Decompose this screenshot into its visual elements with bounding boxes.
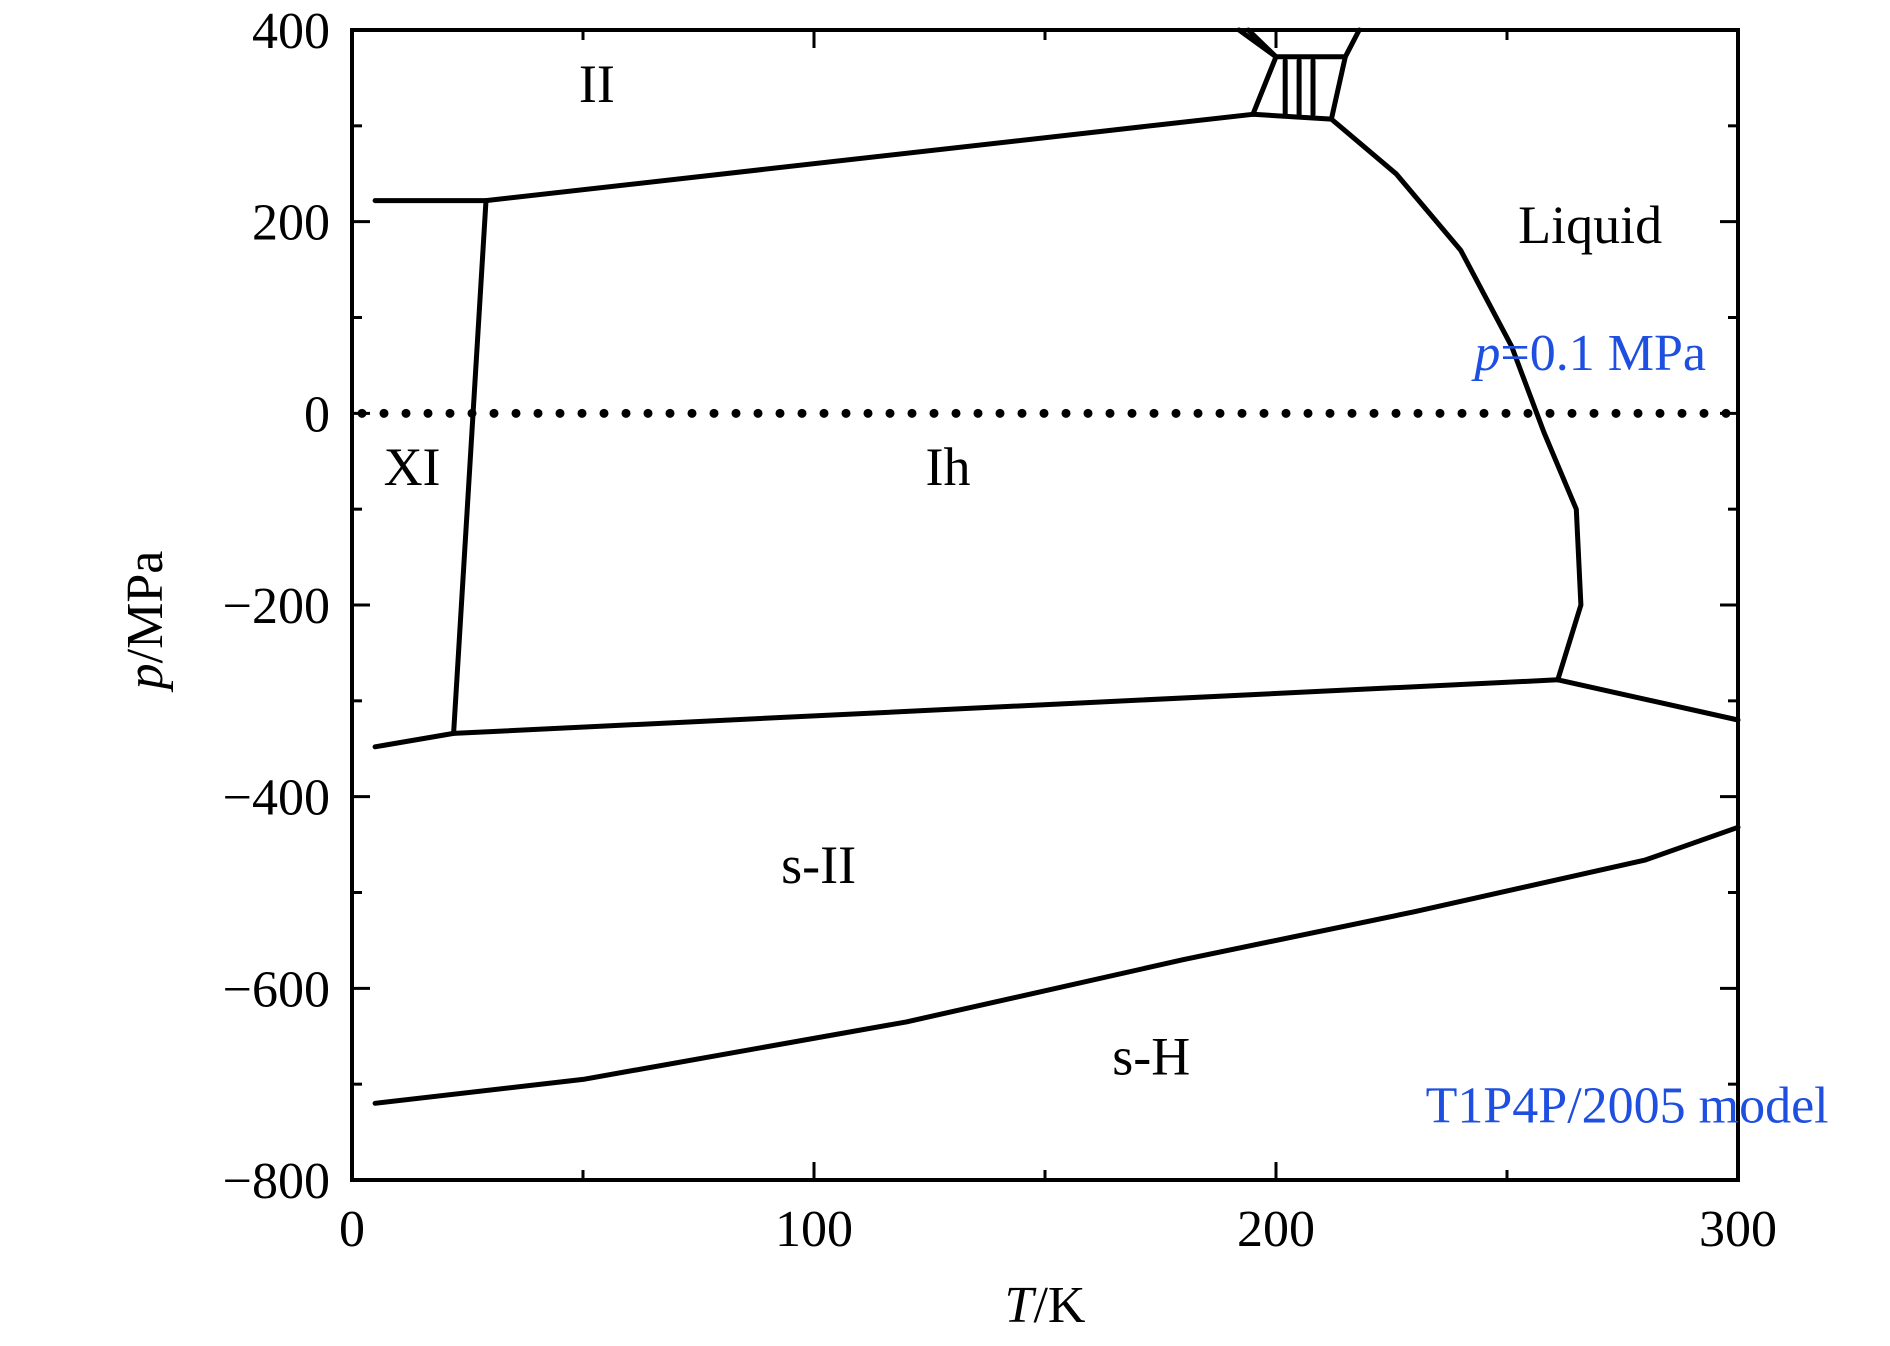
x-axis-title-rest: /K <box>1033 1277 1085 1334</box>
annotation: p=0.1 MPa <box>1470 325 1706 382</box>
y-tick-label: −800 <box>223 1153 330 1210</box>
x-tick-label: 100 <box>775 1201 853 1258</box>
y-tick-label: −600 <box>223 961 330 1018</box>
region-label: II <box>579 54 615 114</box>
y-tick-label: −200 <box>223 578 330 635</box>
phase-boundary-7 <box>1250 54 1348 122</box>
x-tick-label: 0 <box>339 1201 365 1258</box>
phase-boundary-5 <box>1555 677 1741 723</box>
y-tick-label: −400 <box>223 770 330 827</box>
phase-boundary-9 <box>1236 27 1279 60</box>
region-label: XI <box>384 437 441 497</box>
phase-boundary-2 <box>451 198 489 736</box>
x-axis-title-italic: T <box>1005 1277 1037 1334</box>
annotation: T1P4P/2005 model <box>1426 1078 1829 1135</box>
phase-boundaries <box>372 27 1741 1106</box>
y-tick-label: 200 <box>252 195 330 252</box>
phase-boundary-4 <box>1328 116 1584 683</box>
region-label: Liquid <box>1518 195 1662 255</box>
region-label: Ih <box>925 437 970 497</box>
x-tick-label: 200 <box>1237 1201 1315 1258</box>
x-tick-label: 300 <box>1699 1201 1777 1258</box>
y-tick-label: 0 <box>304 386 330 443</box>
y-axis-title-italic: p <box>117 663 174 693</box>
region-label: s-H <box>1112 1027 1190 1087</box>
phase-boundary-1 <box>483 111 1334 204</box>
labels-layer: II Liquid XI Ih s-II s-H p=0.1 MPa T1P4P/2005 m… <box>384 54 1829 1135</box>
phase-boundary-3 <box>372 677 1561 750</box>
phase-boundary-10 <box>1342 27 1362 60</box>
y-axis-title-rest: /MPa <box>117 551 174 664</box>
ticks-layer: 0 100 200 300 400 200 0 −200 −400 −600 −800 <box>223 3 1777 1258</box>
y-tick-label: 400 <box>252 3 330 60</box>
y-axis-title: p/MPa <box>117 551 174 694</box>
phase-boundary-6 <box>372 824 1741 1106</box>
region-label: s-II <box>781 835 856 895</box>
x-axis-title: T/K <box>1005 1277 1086 1334</box>
